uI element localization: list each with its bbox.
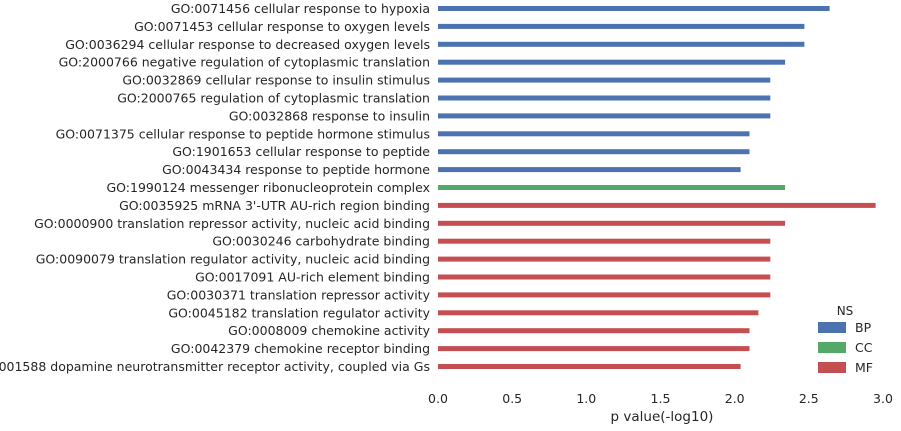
bar-mf (438, 274, 771, 280)
category-label: GO:0090079 translation regulator activit… (36, 252, 430, 267)
x-tick-label: 0.5 (502, 391, 522, 406)
bar-mf (438, 220, 786, 226)
x-tick-label: 3.0 (873, 391, 893, 406)
category-label: GO:1990124 messenger ribonucleoprotein c… (106, 180, 430, 195)
bar-mf (438, 238, 771, 244)
category-label: GO:2000765 regulation of cytoplasmic tra… (117, 91, 430, 106)
legend-entries: BP CC MF (818, 320, 873, 375)
bar-bp (438, 149, 750, 155)
category-label: GO:0032868 response to insulin (229, 108, 430, 123)
bar-mf (438, 202, 876, 208)
bar-bp (438, 95, 771, 101)
legend-swatch-cc (818, 342, 846, 353)
bar-bp (438, 77, 771, 83)
x-tick-label: 2.5 (799, 391, 819, 406)
category-label: GO:0071453 cellular response to oxygen l… (134, 19, 430, 34)
bar-mf (438, 364, 741, 369)
bar-mf (438, 328, 750, 334)
category-label: GO:0030371 translation repressor activit… (167, 287, 431, 302)
category-label: GO:1901653 cellular response to peptide (172, 144, 430, 159)
legend-label-mf: MF (855, 360, 873, 375)
bar-mf (438, 346, 750, 352)
x-tick-label: 0.0 (428, 391, 448, 406)
category-label: GO:0071375 cellular response to peptide … (56, 126, 430, 141)
legend-label-bp: BP (855, 320, 872, 335)
category-label: GO:2000766 negative regulation of cytopl… (59, 55, 430, 70)
category-label: GO:0035925 mRNA 3'-UTR AU-rich region bi… (119, 198, 430, 213)
legend-swatch-mf (818, 362, 846, 373)
bar-bp (438, 6, 830, 11)
bars-layer (438, 6, 876, 369)
category-labels: GO:0071456 cellular response to hypoxia G… (0, 1, 431, 374)
bar-mf (438, 310, 759, 316)
bar-bp (438, 41, 805, 47)
legend-swatch-bp (818, 322, 846, 333)
category-label: GO:0071456 cellular response to hypoxia (171, 1, 430, 16)
bar-bp (438, 167, 741, 173)
x-axis-ticks: 0.0 0.5 1.0 1.5 2.0 2.5 3.0 (428, 391, 893, 406)
x-tick-label: 2.0 (725, 391, 745, 406)
bar-cc (438, 185, 786, 190)
category-label: GO:0000900 translation repressor activit… (34, 216, 430, 231)
category-label: GO:0032869 cellular response to insulin … (122, 73, 430, 88)
category-label: GO:0017091 AU-rich element binding (195, 270, 430, 285)
category-label: GO:0001588 dopamine neurotransmitter rec… (0, 359, 430, 374)
bar-bp (438, 23, 805, 29)
category-label: GO:0030246 carbohydrate binding (212, 234, 430, 249)
bar-bp (438, 131, 750, 137)
legend-title: NS (837, 304, 854, 318)
bar-bp (438, 113, 771, 119)
legend: NS BP CC MF (818, 304, 873, 375)
bar-mf (438, 256, 771, 262)
category-label: GO:0008009 chemokine activity (228, 323, 430, 338)
x-axis-label: p value(-log10) (611, 409, 714, 425)
category-label: GO:0045182 translation regulator activit… (168, 305, 430, 320)
category-label: GO:0043434 response to peptide hormone (162, 162, 430, 177)
x-tick-label: 1.5 (651, 391, 671, 406)
bar-bp (438, 59, 786, 65)
bar-mf (438, 292, 771, 298)
category-label: GO:0042379 chemokine receptor binding (171, 341, 430, 356)
legend-label-cc: CC (855, 340, 873, 355)
category-label: GO:0036294 cellular response to decrease… (65, 37, 430, 52)
x-tick-label: 1.0 (576, 391, 596, 406)
